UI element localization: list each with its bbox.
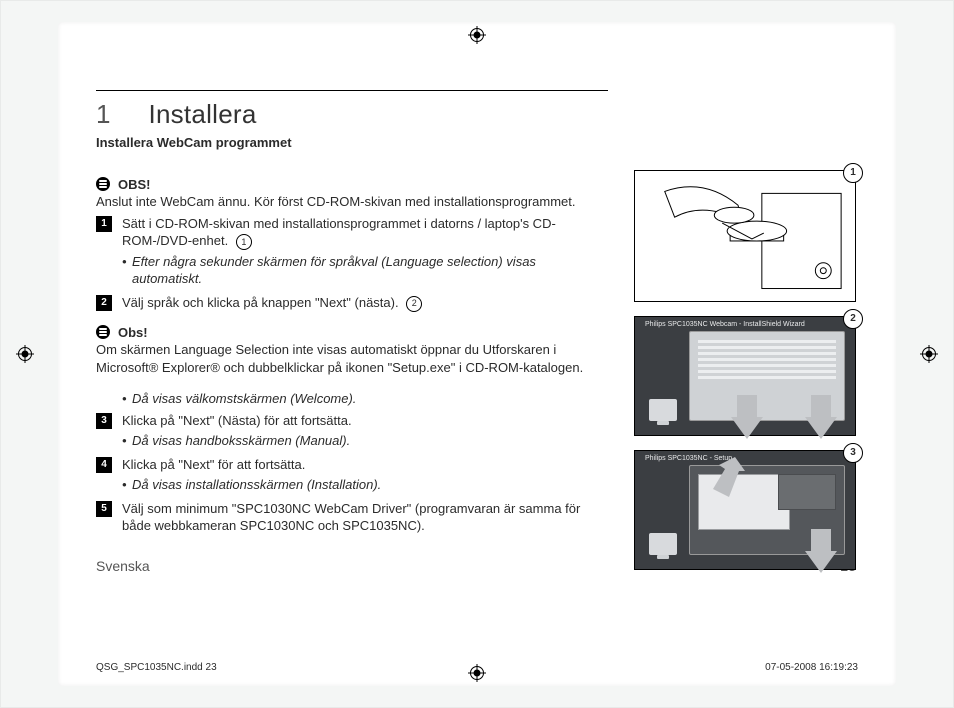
- pointer-arrow-icon: [797, 529, 837, 575]
- note-icon: [96, 177, 110, 191]
- figure-badge: 3: [843, 443, 863, 463]
- text-column: OBS! Anslut inte WebCam ännu. Kör först …: [96, 170, 608, 576]
- step-subtext: Då visas handboksskärmen (Manual).: [132, 432, 608, 450]
- chapter-number: 1: [96, 97, 110, 132]
- step-item: 1 Sätt i CD-ROM-skivan med installations…: [96, 215, 608, 290]
- step-subtext: Då visas installationsskärmen (Installat…: [132, 476, 608, 494]
- step-number-badge: 5: [96, 501, 112, 517]
- step-subtext: Efter några sekunder skärmen för språkva…: [132, 253, 608, 288]
- figure-ref-icon: 2: [406, 296, 422, 312]
- figure-column: 1 2 Philips SPC1035NC Webcam - Inst: [634, 170, 856, 576]
- slug-filename: QSG_SPC1035NC.indd 23: [96, 661, 217, 675]
- step-number-badge: 4: [96, 457, 112, 473]
- slug-timestamp: 07-05-2008 16:19:23: [765, 661, 858, 675]
- chapter-heading: 1 Installera: [96, 97, 856, 132]
- figure-badge: 2: [843, 309, 863, 329]
- pointer-arrow-icon: [723, 395, 763, 441]
- steps-list: Då visas välkomstskärmen (Welcome). 3 Kl…: [96, 390, 608, 535]
- monitor-icon: [649, 533, 677, 555]
- note-text: Anslut inte WebCam ännu. Kör först CD-RO…: [96, 193, 608, 211]
- steps-list: 1 Sätt i CD-ROM-skivan med installations…: [96, 215, 608, 312]
- step-text: Klicka på "Next" (Nästa) för att fortsät…: [122, 413, 352, 428]
- note-label: Obs!: [118, 324, 148, 342]
- document-spread: 1 Installera Installera WebCam programme…: [0, 0, 954, 708]
- step-item: 2 Välj språk och klicka på knappen "Next…: [96, 294, 608, 312]
- page-content: 1 Installera Installera WebCam programme…: [96, 90, 856, 576]
- registration-mark-icon: [920, 345, 938, 363]
- note-heading: OBS!: [96, 176, 608, 194]
- step-text: Välj språk och klicka på knappen "Next" …: [122, 295, 399, 310]
- chapter-title: Installera: [148, 97, 256, 132]
- step-item: 4 Klicka på "Next" för att fortsätta. Då…: [96, 456, 608, 496]
- pointer-arrow-icon: [705, 457, 745, 503]
- step-text: Klicka på "Next" för att fortsätta.: [122, 457, 305, 472]
- figure-illustration: 1: [634, 170, 856, 302]
- registration-mark-icon: [468, 26, 486, 44]
- section-title: Installera WebCam programmet: [96, 134, 856, 152]
- pointer-arrow-icon: [797, 395, 837, 441]
- print-slug: QSG_SPC1035NC.indd 23 07-05-2008 16:19:2…: [96, 661, 858, 675]
- step-text: Sätt i CD-ROM-skivan med installationspr…: [122, 216, 556, 249]
- figure-badge: 1: [843, 163, 863, 183]
- registration-mark-icon: [16, 345, 34, 363]
- figure-ref-icon: 1: [236, 234, 252, 250]
- note-label: OBS!: [118, 176, 151, 194]
- step-item: Då visas välkomstskärmen (Welcome).: [122, 390, 608, 408]
- step-item: 5 Välj som minimum "SPC1030NC WebCam Dri…: [96, 500, 608, 535]
- footer-language: Svenska: [96, 557, 150, 576]
- top-rule: [96, 90, 608, 91]
- monitor-icon: [649, 399, 677, 421]
- step-subtext: Då visas välkomstskärmen (Welcome).: [132, 390, 608, 408]
- figure-screenshot: 3 Philips SPC1035NC - Setup: [634, 450, 856, 570]
- step-item: 3 Klicka på "Next" (Nästa) för att forts…: [96, 412, 608, 452]
- note-icon: [96, 325, 110, 339]
- note-heading: Obs!: [96, 324, 608, 342]
- cd-insert-icon: [635, 171, 855, 301]
- screenshot-title: Philips SPC1035NC Webcam - InstallShield…: [645, 320, 805, 329]
- step-number-badge: 1: [96, 216, 112, 232]
- step-text: Välj som minimum "SPC1030NC WebCam Drive…: [122, 501, 580, 534]
- step-number-badge: 2: [96, 295, 112, 311]
- figure-screenshot: 2 Philips SPC1035NC Webcam - InstallShie…: [634, 316, 856, 436]
- note-text: Om skärmen Language Selection inte visas…: [96, 341, 608, 376]
- step-number-badge: 3: [96, 413, 112, 429]
